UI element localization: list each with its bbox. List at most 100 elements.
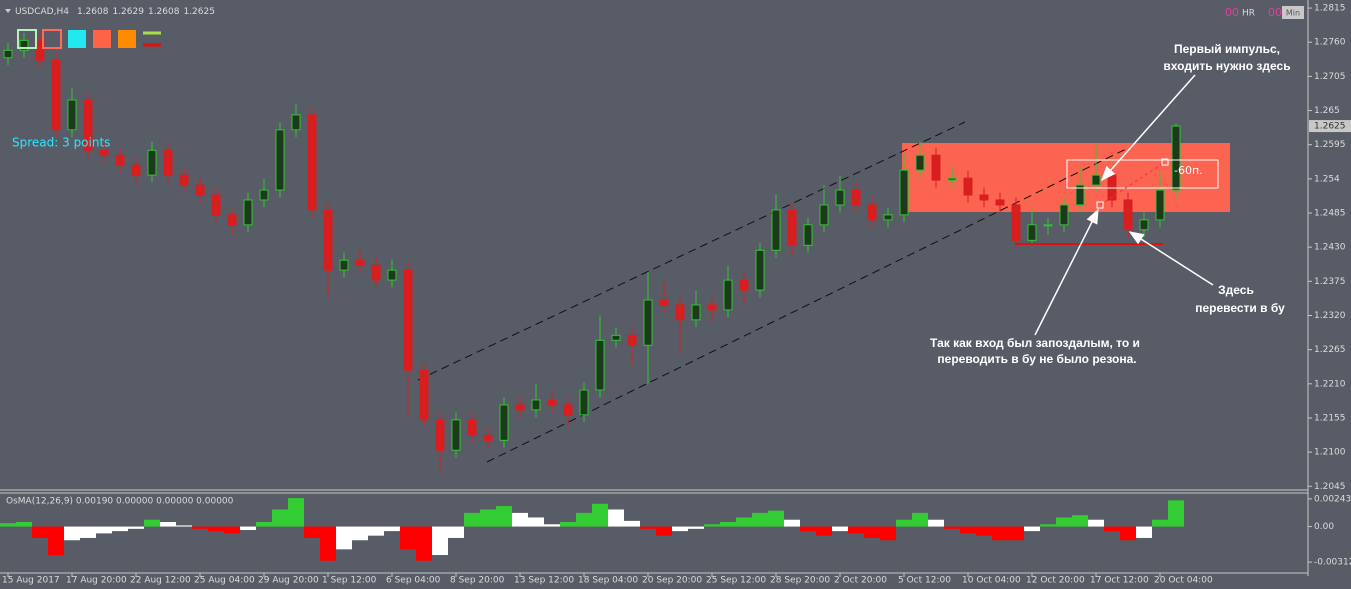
candle-body xyxy=(483,434,493,441)
osma-bar xyxy=(672,526,688,532)
y-tick-label: 1.2265 xyxy=(1314,345,1346,355)
osma-bar xyxy=(528,517,544,527)
candle-body xyxy=(579,389,589,416)
tool-icon[interactable] xyxy=(42,29,62,49)
annotation: Первый импульс, xyxy=(1174,42,1280,56)
osma-bar xyxy=(384,526,400,532)
counter: 00 xyxy=(1225,6,1239,19)
candle-body xyxy=(691,304,701,321)
osma-bar xyxy=(656,526,672,536)
candle-body xyxy=(1011,204,1021,241)
candle-body xyxy=(259,189,269,201)
osma-bar xyxy=(224,526,240,534)
tool-icon[interactable] xyxy=(68,30,86,48)
osma-bar xyxy=(400,526,416,550)
min-label[interactable]: Min xyxy=(1286,9,1300,18)
candle-body xyxy=(739,279,749,291)
y-tick-label: 1.2375 xyxy=(1314,277,1346,287)
osma-bar xyxy=(976,526,992,536)
osma-bar xyxy=(864,526,880,538)
tool-icon[interactable] xyxy=(17,29,37,49)
entry-zone xyxy=(902,143,1230,212)
candle-body xyxy=(627,334,637,346)
x-tick-label: 5 Oct 12:00 xyxy=(898,576,951,586)
candle-body xyxy=(723,279,733,311)
osma-bar xyxy=(1040,524,1056,527)
osma-bar xyxy=(832,526,848,532)
osma-bar xyxy=(1088,519,1104,527)
osma-bar xyxy=(1008,526,1024,541)
y-tick-label: 0.00 xyxy=(1314,522,1334,532)
candle-body xyxy=(995,199,1005,206)
x-tick-label: 18 Sep 04:00 xyxy=(578,576,638,586)
x-tick-label: 25 Sep 12:00 xyxy=(706,576,766,586)
candle-body xyxy=(819,204,829,226)
candle-body xyxy=(163,149,173,176)
osma-bar xyxy=(64,526,80,541)
candle-body xyxy=(1139,219,1149,231)
y-tick-label: 1.2210 xyxy=(1314,379,1346,389)
arrow xyxy=(1101,74,1196,182)
y-tick-label: 1.2155 xyxy=(1314,413,1346,423)
osma-bar xyxy=(1072,515,1088,527)
osma-bar xyxy=(752,512,768,527)
candle-body xyxy=(323,209,333,271)
osma-bar xyxy=(176,525,192,527)
candle-body xyxy=(499,404,509,441)
entry-marker xyxy=(1096,201,1104,209)
candle-body xyxy=(1043,224,1053,227)
candle-body xyxy=(403,269,413,371)
candle-body xyxy=(1027,224,1037,241)
osma-bar xyxy=(304,526,320,538)
min-button[interactable] xyxy=(1282,6,1304,19)
osma-bar xyxy=(576,512,592,527)
osma-bar xyxy=(416,526,432,561)
osma-bar xyxy=(624,520,640,527)
osma-bar xyxy=(1152,519,1168,527)
candle-body xyxy=(99,149,109,156)
osma-bar xyxy=(608,509,624,527)
candle-body xyxy=(67,99,77,131)
symbol: USDCAD,H4 xyxy=(15,7,69,17)
candle-body xyxy=(227,214,237,226)
osma-bar xyxy=(848,526,864,534)
tool-icon[interactable] xyxy=(93,30,111,48)
price-tag-label: 1.2625 xyxy=(1314,122,1346,132)
osma-bar xyxy=(240,526,256,530)
osma-bar xyxy=(480,509,496,527)
osma-bar xyxy=(928,519,944,527)
candle-body xyxy=(947,177,957,181)
menu-icon[interactable] xyxy=(5,9,11,13)
candle-body xyxy=(51,59,61,131)
osma-bar xyxy=(160,522,176,527)
candle-body xyxy=(899,169,909,216)
candle-body xyxy=(675,304,685,321)
osma-bar xyxy=(816,526,832,536)
osma-bar xyxy=(1104,526,1120,532)
x-tick-label: 10 Oct 04:00 xyxy=(962,576,1021,586)
osma-bar xyxy=(464,512,480,527)
counter: 00 xyxy=(1268,6,1282,19)
candle-body xyxy=(803,224,813,246)
osma-bar xyxy=(720,522,736,527)
candle-body xyxy=(1171,125,1181,191)
candle-body xyxy=(1075,184,1085,206)
spread: Spread: 3 points xyxy=(12,136,110,150)
osma-bar xyxy=(704,524,720,527)
candle-body xyxy=(131,164,141,176)
osma-bar xyxy=(272,509,288,527)
osma-bar xyxy=(912,512,928,527)
osma-bar xyxy=(1136,526,1152,538)
candle-body xyxy=(531,399,541,411)
x-tick-label: 17 Oct 12:00 xyxy=(1090,576,1149,586)
candle-body xyxy=(19,39,29,51)
osma-bar xyxy=(944,526,960,529)
x-tick-label: 13 Sep 12:00 xyxy=(514,576,574,586)
candle-body xyxy=(835,189,845,206)
osma-bar xyxy=(320,526,336,561)
candle-body xyxy=(787,209,797,246)
tool-icon[interactable] xyxy=(118,30,136,48)
osma-bar xyxy=(144,519,160,527)
candle-body xyxy=(451,419,461,451)
